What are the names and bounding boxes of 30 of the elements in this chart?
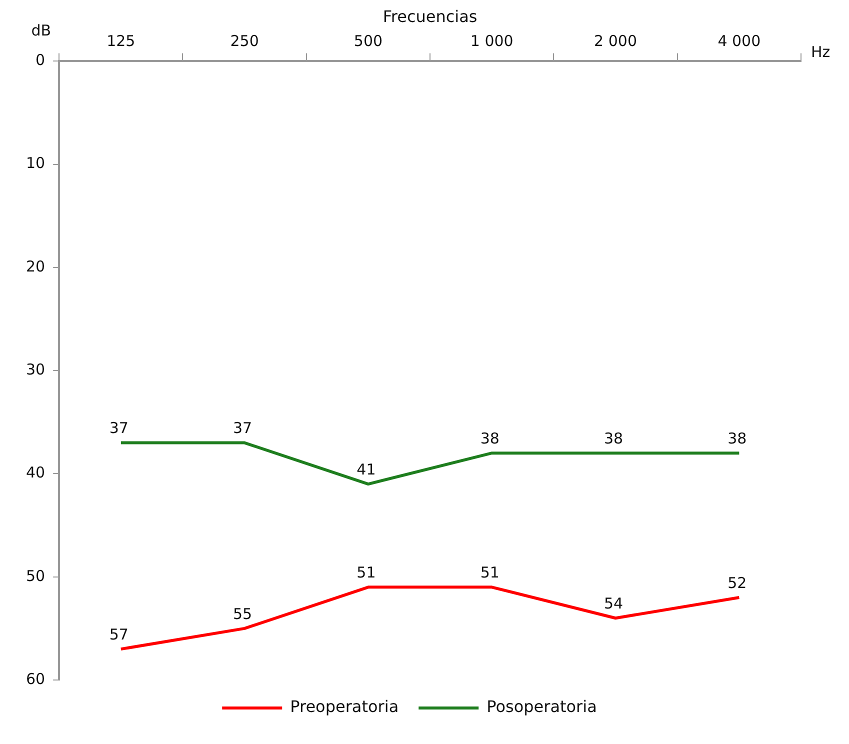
y-tick-label: 10: [26, 154, 46, 172]
y-tick-label: 40: [26, 464, 46, 482]
y-tick-label: 30: [26, 360, 46, 378]
data-label: 54: [604, 594, 624, 613]
y-tick-label: 60: [26, 670, 46, 688]
y-axis-title: dB: [31, 22, 52, 40]
data-label: 52: [728, 574, 747, 592]
data-label: 37: [233, 419, 252, 438]
data-label: 55: [233, 604, 252, 623]
x-tick-label: 4 000: [718, 32, 761, 50]
x-tick-label: 500: [354, 32, 383, 50]
x-tick-label: 1 000: [470, 32, 514, 50]
data-label: 38: [728, 429, 747, 448]
legend-label: Preoperatoria: [290, 697, 399, 716]
y-tick-label: 50: [26, 566, 46, 585]
data-label: 57: [109, 625, 128, 644]
y-tick-label: 20: [26, 257, 46, 276]
data-label: 38: [604, 429, 624, 448]
x-tick-label: 2 000: [594, 32, 637, 50]
data-label: 51: [480, 564, 500, 582]
text: Hz: [811, 43, 830, 62]
x-tick-label: 250: [230, 32, 259, 50]
data-label: 37: [109, 419, 128, 438]
x-tick-label: 125: [106, 32, 136, 50]
x-axis-title: Frecuencias: [382, 6, 478, 26]
legend-label: Posoperatoria: [486, 697, 597, 716]
data-label: 38: [480, 429, 500, 448]
y-tick-label: 0: [36, 51, 46, 70]
data-label: 51: [356, 564, 376, 582]
data-label: 41: [356, 460, 376, 478]
